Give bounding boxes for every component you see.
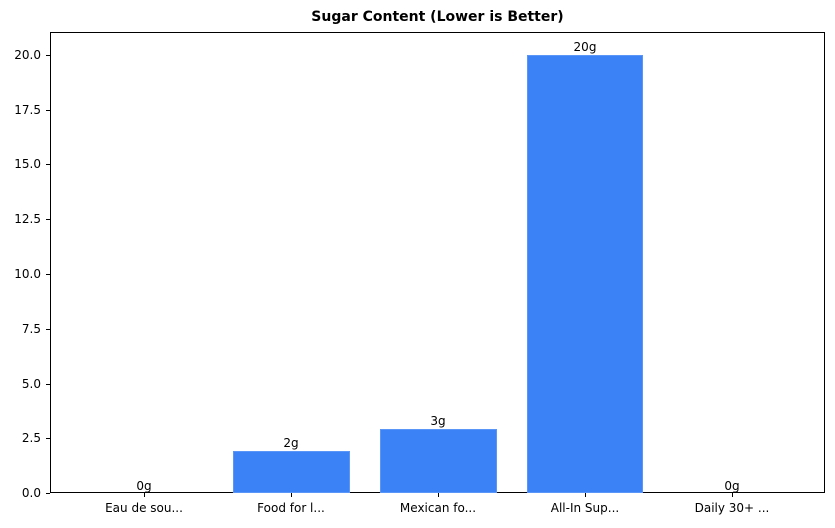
value-label: 0g — [136, 479, 152, 493]
value-label: 3g — [430, 414, 446, 428]
value-label: 0g — [724, 479, 740, 493]
bar-mexican-fo — [380, 429, 497, 493]
chart-title: Sugar Content (Lower is Better) — [311, 9, 564, 25]
bar-food-for-l — [233, 451, 350, 493]
bar-all-in-sup — [527, 55, 643, 493]
value-label: 20g — [573, 40, 597, 54]
value-label: 2g — [283, 436, 299, 450]
